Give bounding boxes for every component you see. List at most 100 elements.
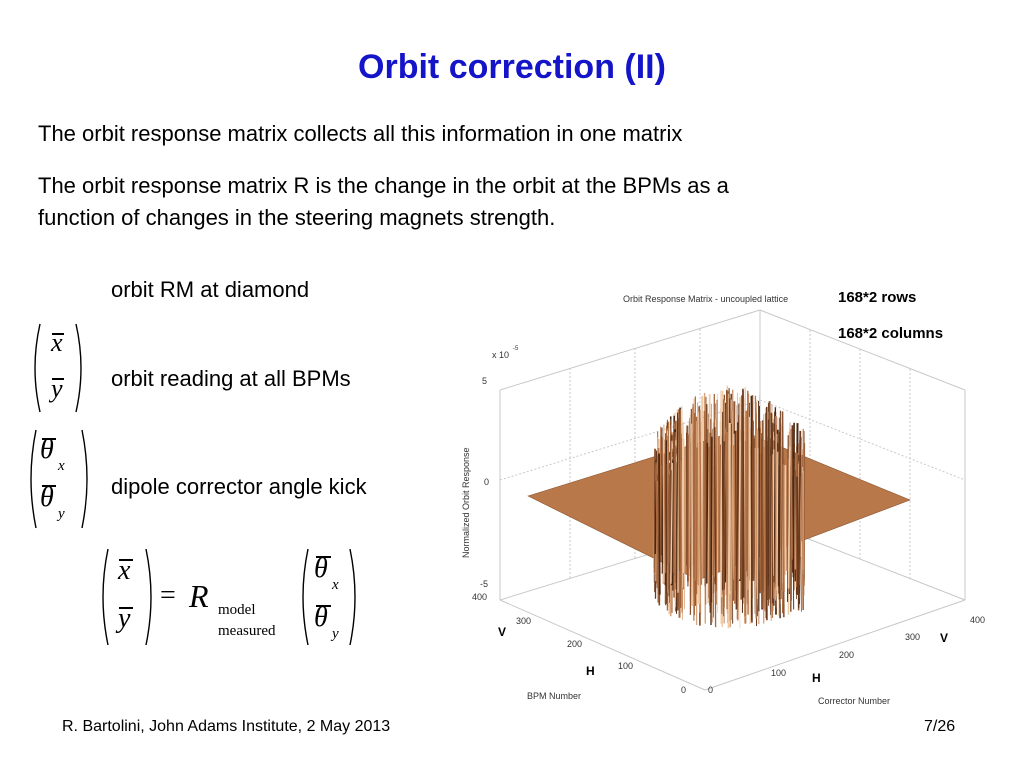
bpm-label: orbit reading at all BPMs: [111, 366, 351, 391]
bpm-v-label: V: [498, 625, 506, 639]
plot-box: [499, 309, 966, 691]
matrix-R: R: [189, 578, 209, 614]
cor-tick-200: 200: [839, 650, 854, 660]
vector-theta-y-sub: y: [58, 506, 65, 522]
rm-label: orbit RM at diamond: [111, 277, 310, 302]
surface-spike: [782, 464, 785, 593]
response-cylinder: [653, 385, 806, 629]
surface-spike: [663, 453, 666, 574]
vector-y: y: [51, 374, 63, 403]
plot-title: Orbit Response Matrix - uncoupled lattic…: [623, 294, 788, 304]
kick-vector: θ x θ y: [24, 428, 94, 530]
surface-spike: [670, 462, 673, 584]
bpm-tick-100: 100: [618, 661, 633, 671]
surface-spike: [715, 399, 718, 592]
surface-spike: [796, 476, 799, 596]
surface-spike: [754, 447, 757, 619]
surface-spike: [727, 422, 731, 629]
surface-spike: [687, 421, 690, 586]
columns-note: 168*2 columns: [838, 325, 944, 342]
exponent-label: x 10: [492, 350, 509, 360]
surface-spike: [713, 427, 717, 585]
surface-spike: [744, 440, 747, 617]
cor-v-label: V: [940, 631, 948, 645]
surface-spike: [705, 442, 709, 584]
footer-page: 7/26: [924, 718, 956, 735]
surface-spike: [712, 422, 714, 622]
surface-spike: [695, 447, 699, 595]
surface-spike: [682, 457, 684, 588]
surface-spike: [780, 425, 783, 600]
surface-spike: [740, 395, 744, 600]
equals-sign: =: [160, 580, 176, 611]
surface-spike: [689, 414, 691, 602]
surface-spike: [658, 453, 661, 595]
equation-brackets: [102, 548, 356, 646]
surface-spike: [718, 444, 722, 572]
orbit-vector-brackets: [34, 323, 82, 413]
surface-spike: [730, 410, 734, 621]
surface-spike: [655, 462, 659, 589]
surface-spike: [710, 436, 713, 626]
exponent-value: -5: [513, 346, 519, 352]
surface-spike: [763, 440, 767, 610]
paragraph-2-line-2: function of changes in the steering magn…: [38, 205, 556, 230]
surface-spike: [692, 412, 696, 566]
surface-spike: [754, 395, 758, 588]
kick-vector-brackets: [30, 429, 88, 529]
surface-spike: [733, 445, 736, 604]
surface-spike: [699, 436, 702, 614]
equation-y: y: [118, 603, 131, 634]
z-axis-label: Normalized Orbit Response: [461, 447, 471, 558]
surface-spike: [770, 454, 773, 618]
surface-spike: [779, 423, 782, 605]
surface-spike: [660, 464, 662, 554]
corrector-axis-label: Corrector Number: [818, 696, 890, 706]
surface-spike: [776, 451, 779, 597]
surface-spike: [758, 405, 760, 612]
surface-spike: [694, 452, 697, 581]
surface-spike: [704, 445, 707, 605]
surface-spike: [790, 428, 793, 560]
response-equation: x y = R model measured θ x θ y: [96, 545, 376, 653]
slide-title: Orbit correction (II): [358, 48, 666, 86]
vector-theta-x: θ: [40, 434, 54, 465]
surface-spike: [798, 430, 801, 594]
surface-spike: [721, 441, 725, 591]
bpm-tick-200: 200: [567, 639, 582, 649]
bpm-tick-300: 300: [516, 616, 531, 626]
orbit-vector: x y: [28, 322, 88, 414]
surface-spike: [787, 446, 791, 589]
surface-spike: [750, 395, 753, 601]
z-tick-neg5: -5: [480, 579, 488, 589]
surface-spike: [677, 409, 682, 572]
surface-spike: [666, 421, 670, 566]
surface-spike: [792, 422, 795, 578]
surface-spike: [680, 460, 683, 611]
bpm-tick-0: 0: [681, 685, 686, 695]
bpm-tick-400: 400: [472, 592, 487, 602]
equation-theta-x-sub: x: [332, 577, 339, 593]
surface-spike: [697, 402, 699, 586]
vector-theta-x-sub: x: [58, 458, 65, 474]
subscript-model: model: [218, 602, 256, 618]
vector-theta-y: θ: [40, 482, 54, 513]
surface-spike: [748, 416, 752, 624]
paragraph-2-line-1: The orbit response matrix R is the chang…: [38, 173, 729, 198]
equation-theta-x: θ: [314, 553, 328, 584]
paragraph-1: The orbit response matrix collects all t…: [38, 121, 683, 146]
vector-x: x: [51, 328, 63, 357]
subscript-measured: measured: [218, 623, 276, 639]
z-tick-0: 0: [484, 477, 489, 487]
cor-tick-400: 400: [970, 615, 985, 625]
cor-tick-300: 300: [905, 632, 920, 642]
surface-spike: [746, 439, 749, 577]
surface-spike: [676, 418, 679, 597]
equation-x: x: [118, 555, 131, 586]
surface-spike: [742, 388, 745, 598]
cor-tick-100: 100: [771, 668, 786, 678]
bpm-h-label: H: [586, 664, 595, 678]
surface-spike: [759, 427, 762, 591]
surface-spike: [684, 445, 687, 610]
cor-h-label: H: [812, 671, 821, 685]
